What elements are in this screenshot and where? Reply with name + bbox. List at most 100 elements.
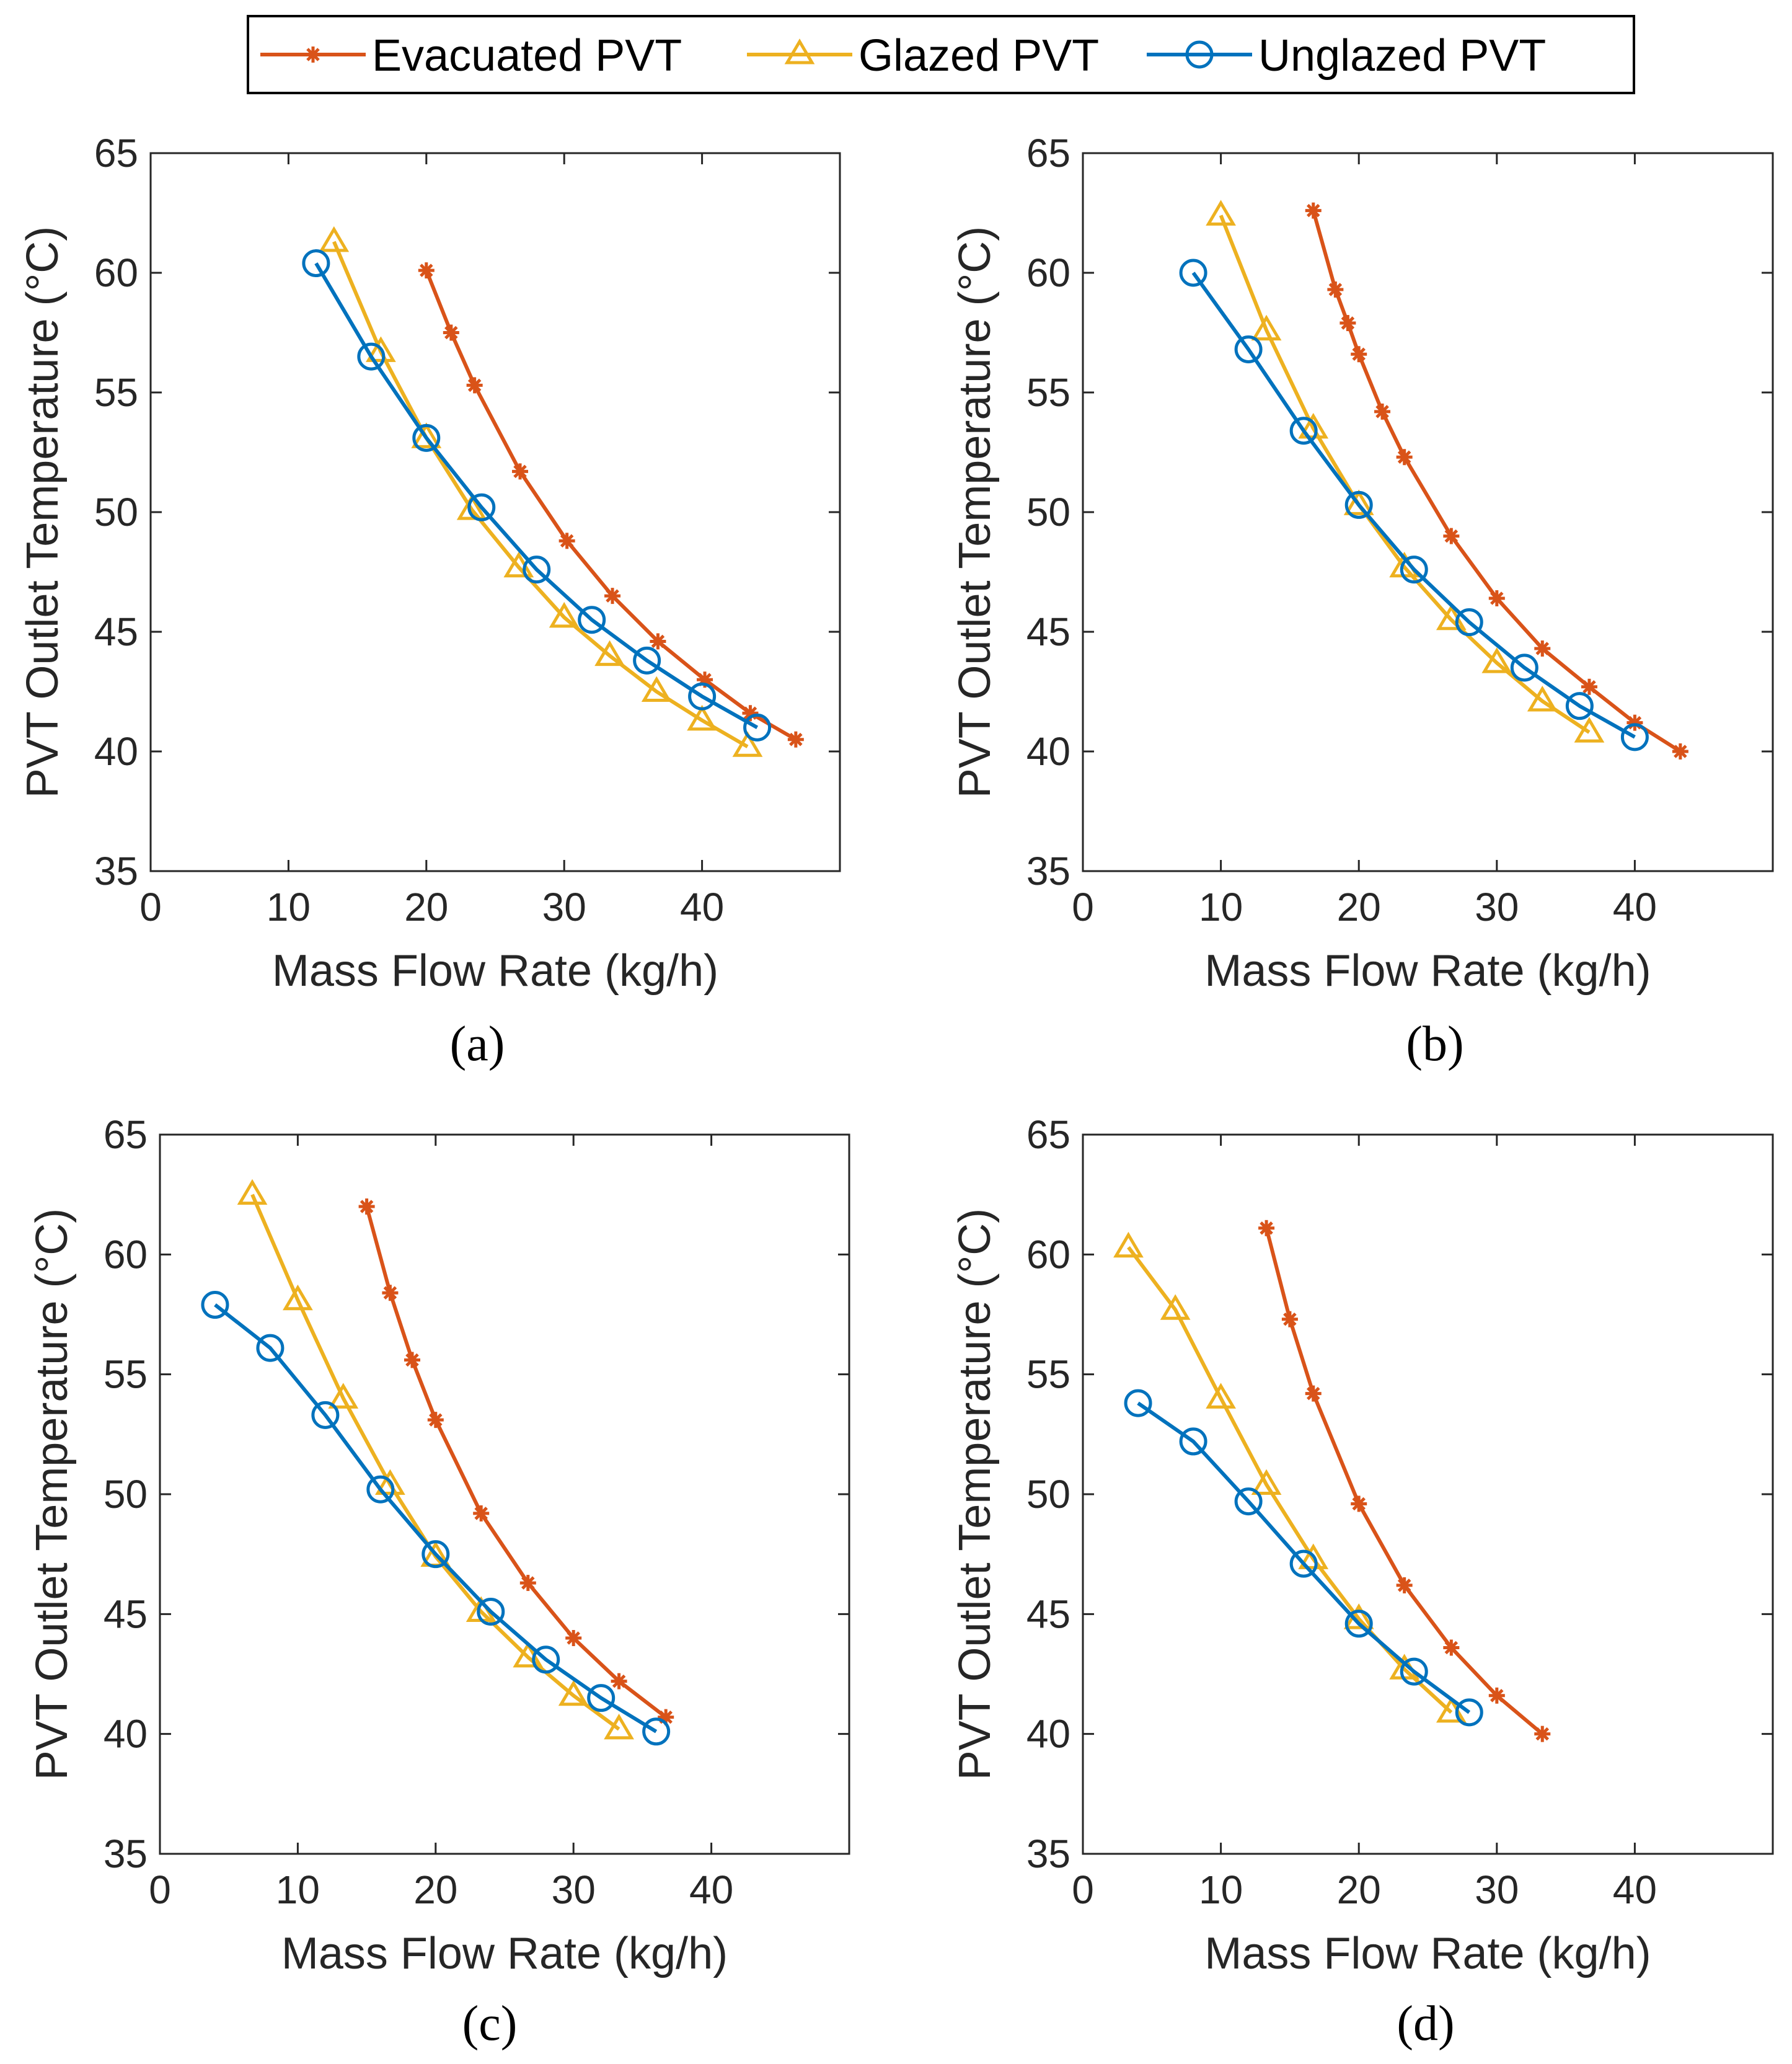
subplot-a: 0 10 20 30 40 35 40 45 50 55 60 65 Mass Flow Rate (k… (18, 131, 841, 1071)
x-tick-label: 0 (149, 1867, 171, 1912)
data-point-triangle-marker (366, 336, 396, 362)
data-point-asterisk-marker (1327, 281, 1344, 298)
y-tick-label: 55 (1026, 370, 1070, 415)
panel-label: (d) (1397, 1996, 1454, 2051)
data-point-circle-marker (1179, 1427, 1207, 1456)
x-tick-label: 0 (1072, 885, 1094, 929)
data-point-asterisk-marker (512, 463, 529, 480)
x-tick-label: 0 (139, 885, 162, 929)
series-unglazed-pvt (1124, 1389, 1483, 1727)
x-tick-label: 10 (276, 1867, 320, 1912)
data-point-triangle-marker (1251, 1469, 1282, 1495)
y-axis-label: PVT Outlet Temperature (°C) (950, 1208, 1000, 1780)
data-point-circle-marker (1344, 490, 1373, 519)
data-point-circle-marker (412, 423, 441, 452)
series-unglazed-pvt (302, 249, 772, 742)
data-point-circle-marker (311, 1401, 340, 1429)
data-point-asterisk-marker (1305, 202, 1322, 219)
x-tick-label: 40 (1613, 1867, 1657, 1912)
series-line-glazed-pvt (332, 241, 749, 748)
series-line-evacuated-pvt (425, 269, 797, 742)
data-point-asterisk-marker (1488, 1687, 1505, 1704)
data-point-circle-marker (523, 556, 551, 584)
y-tick-label: 40 (1026, 1712, 1070, 1756)
legend-marker-asterisk-icon (305, 47, 321, 63)
series-line-unglazed-pvt (314, 262, 759, 730)
data-point-triangle-marker (319, 226, 350, 252)
data-point-circle-marker (357, 342, 386, 371)
data-point-asterisk-marker (418, 262, 435, 279)
y-axis-label: PVT Outlet Temperature (°C) (27, 1208, 77, 1780)
legend-entry-glazed: Glazed PVT (747, 31, 1099, 81)
y-tick-label: 65 (1026, 1112, 1070, 1157)
x-axis-label: Mass Flow Rate (kg/h) (1204, 1929, 1651, 1978)
legend-marker-triangle-icon (784, 38, 815, 64)
data-point-triangle-marker (411, 422, 442, 448)
data-point-circle-marker (302, 249, 330, 278)
data-point-circle-marker (1400, 1657, 1428, 1686)
panel-label: (b) (1406, 1017, 1463, 1071)
plot-area (149, 152, 841, 872)
x-tick-label: 20 (1337, 1867, 1381, 1912)
data-point-circle-marker (256, 1334, 285, 1362)
data-point-asterisk-marker (466, 377, 483, 394)
data-point-triangle-marker (1343, 489, 1374, 515)
data-point-circle-marker (201, 1291, 229, 1319)
y-tick-label: 50 (1026, 1472, 1070, 1517)
data-point-circle-marker (422, 1540, 450, 1569)
legend-label-unglazed: Unglazed PVT (1258, 31, 1546, 81)
y-tick-label: 45 (1026, 1592, 1070, 1636)
data-point-circle-marker (1124, 1389, 1152, 1417)
x-tick-label: 10 (1199, 885, 1243, 929)
data-point-triangle-marker (732, 731, 763, 757)
x-axis-label: Mass Flow Rate (kg/h) (281, 1929, 728, 1978)
y-tick-label: 45 (1026, 609, 1070, 654)
data-point-circle-marker (1455, 608, 1483, 637)
data-point-circle-marker (1179, 259, 1207, 287)
data-point-circle-marker (1234, 335, 1263, 364)
data-point-asterisk-marker (1351, 1495, 1367, 1512)
x-tick-label: 30 (1475, 1867, 1519, 1912)
y-tick-label: 35 (94, 849, 138, 893)
legend-entry-evacuated: Evacuated PVT (260, 31, 682, 81)
y-axis-label: PVT Outlet Temperature (°C) (950, 226, 1000, 798)
y-tick-label: 40 (1026, 729, 1070, 774)
data-point-circle-marker (1620, 723, 1649, 751)
plot-area (1082, 1133, 1774, 1855)
y-tick-label: 45 (94, 609, 138, 654)
y-tick-label: 45 (104, 1592, 148, 1636)
data-point-triangle-marker (1527, 686, 1558, 712)
series-line-unglazed-pvt (1137, 1401, 1471, 1714)
data-point-circle-marker (633, 646, 661, 675)
data-point-triangle-marker (687, 704, 717, 731)
data-point-asterisk-marker (1281, 1311, 1298, 1327)
data-point-circle-marker (578, 606, 606, 634)
x-tick-label: 10 (1199, 1867, 1243, 1912)
data-point-asterisk-marker (558, 533, 575, 549)
panel-label: (a) (450, 1017, 505, 1071)
data-point-circle-marker (1344, 1610, 1373, 1638)
x-axis-label: Mass Flow Rate (kg/h) (1204, 946, 1651, 996)
series-line-glazed-pvt (1127, 1246, 1453, 1714)
series-glazed-pvt (319, 226, 763, 757)
series-evacuated-pvt (1305, 202, 1688, 760)
series-line-glazed-pvt (1219, 215, 1591, 734)
series-unglazed-pvt (201, 1291, 671, 1746)
data-point-circle-marker (1455, 1698, 1483, 1727)
data-point-asterisk-marker (1396, 1577, 1413, 1593)
legend-marker-circle-icon (1185, 40, 1214, 69)
y-tick-label: 65 (104, 1112, 148, 1157)
legend-label-glazed: Glazed PVT (858, 31, 1099, 81)
plot-area (1082, 152, 1774, 872)
y-tick-label: 55 (104, 1352, 148, 1397)
data-point-triangle-marker (641, 676, 672, 702)
x-axis-label: Mass Flow Rate (kg/h) (272, 946, 718, 996)
subplot-b: 0 10 20 30 40 35 40 45 50 55 60 65 Mass Flow Rate (k… (950, 131, 1774, 1071)
series-line-unglazed-pvt (1191, 272, 1636, 739)
data-point-triangle-marker (237, 1179, 268, 1205)
y-tick-label: 60 (1026, 1232, 1070, 1277)
data-point-triangle-marker (558, 1680, 589, 1706)
data-point-triangle-marker (1113, 1231, 1144, 1258)
data-point-circle-marker (1565, 692, 1594, 720)
data-point-circle-marker (1234, 1487, 1263, 1516)
